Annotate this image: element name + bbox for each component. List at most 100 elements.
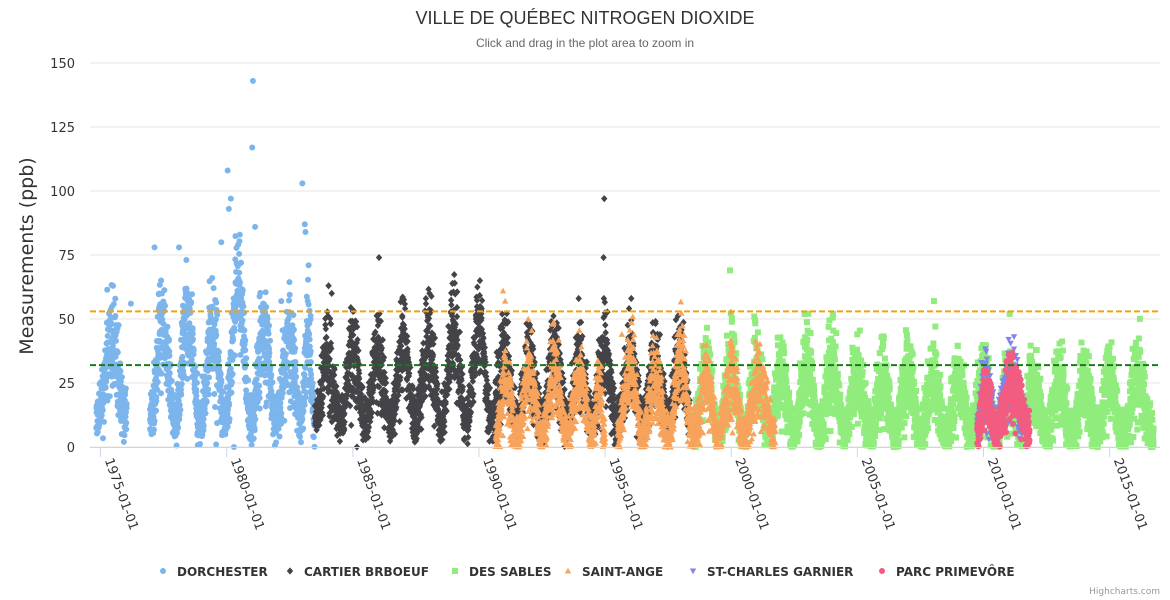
data-point xyxy=(300,408,307,415)
data-point xyxy=(239,287,246,294)
data-point xyxy=(179,353,186,360)
data-point xyxy=(236,231,243,238)
data-point xyxy=(96,418,103,425)
y-tick-label: 150 xyxy=(50,57,75,72)
data-point xyxy=(227,195,234,202)
data-point xyxy=(154,379,161,386)
data-point xyxy=(112,295,119,302)
data-point xyxy=(300,425,307,432)
data-point xyxy=(301,221,308,228)
data-point xyxy=(108,319,115,326)
data-point xyxy=(112,312,119,319)
data-point xyxy=(184,375,191,382)
data-point xyxy=(218,377,225,384)
data-point xyxy=(286,297,293,304)
data-point xyxy=(229,337,236,344)
data-point xyxy=(257,289,264,296)
data-point xyxy=(178,391,185,398)
data-point xyxy=(151,244,158,251)
data-point xyxy=(102,384,109,391)
data-point xyxy=(176,416,183,423)
data-point xyxy=(173,430,180,437)
data-point xyxy=(238,259,245,266)
data-point xyxy=(236,238,243,245)
data-point xyxy=(205,386,212,393)
data-point xyxy=(228,389,235,396)
data-point xyxy=(276,433,283,440)
data-point xyxy=(305,301,312,308)
data-point xyxy=(263,303,270,310)
data-point xyxy=(225,205,232,212)
data-point xyxy=(236,279,243,286)
data-point xyxy=(306,330,313,337)
data-point xyxy=(110,282,117,289)
data-point xyxy=(256,395,263,402)
data-point xyxy=(123,426,130,433)
y-axis-label: Measurements (ppb) xyxy=(16,157,38,354)
data-point xyxy=(256,389,263,396)
data-point xyxy=(226,402,233,409)
data-point xyxy=(292,367,299,374)
data-point xyxy=(204,380,211,387)
data-point xyxy=(245,377,252,384)
data-point xyxy=(310,434,317,441)
data-point xyxy=(153,398,160,405)
data-point xyxy=(282,351,289,358)
data-point xyxy=(211,391,218,398)
data-point xyxy=(200,416,207,423)
data-point xyxy=(212,316,219,323)
data-point xyxy=(193,379,200,386)
data-point xyxy=(112,337,119,344)
data-point xyxy=(117,378,124,385)
data-point xyxy=(267,337,274,344)
data-point xyxy=(177,406,184,413)
data-point xyxy=(217,371,224,378)
data-point xyxy=(224,167,231,174)
data-point xyxy=(299,416,306,423)
data-point xyxy=(201,405,208,412)
data-point xyxy=(183,257,190,264)
data-point xyxy=(98,412,105,419)
data-point xyxy=(264,315,271,322)
data-point xyxy=(231,352,238,359)
data-point xyxy=(236,269,243,276)
data-point xyxy=(190,347,197,354)
data-point xyxy=(253,376,260,383)
data-point xyxy=(203,398,210,405)
data-point xyxy=(268,371,275,378)
data-point xyxy=(212,404,219,411)
data-point xyxy=(307,312,314,319)
data-point xyxy=(104,332,111,339)
data-point xyxy=(176,411,183,418)
data-point xyxy=(117,368,124,375)
data-point xyxy=(166,336,173,343)
data-point xyxy=(183,285,190,292)
data-point xyxy=(243,355,250,362)
data-point xyxy=(196,440,203,447)
data-point xyxy=(222,431,229,438)
data-point xyxy=(158,370,165,377)
data-point xyxy=(214,311,221,318)
data-point xyxy=(176,401,183,408)
data-point xyxy=(256,382,263,389)
data-point xyxy=(161,287,168,294)
data-point xyxy=(193,388,200,395)
data-point xyxy=(239,317,246,324)
series-dorchester xyxy=(93,77,318,450)
data-point xyxy=(200,422,207,429)
data-point xyxy=(180,372,187,379)
data-point xyxy=(194,370,201,377)
data-point xyxy=(252,416,259,423)
data-point xyxy=(157,390,164,397)
y-tick-label: 75 xyxy=(58,249,75,264)
data-point xyxy=(242,347,249,354)
data-point xyxy=(123,405,130,412)
data-point xyxy=(166,352,173,359)
data-point xyxy=(266,349,273,356)
data-point xyxy=(115,322,122,329)
data-point xyxy=(220,388,227,395)
data-point xyxy=(290,326,297,333)
data-point xyxy=(188,299,195,306)
